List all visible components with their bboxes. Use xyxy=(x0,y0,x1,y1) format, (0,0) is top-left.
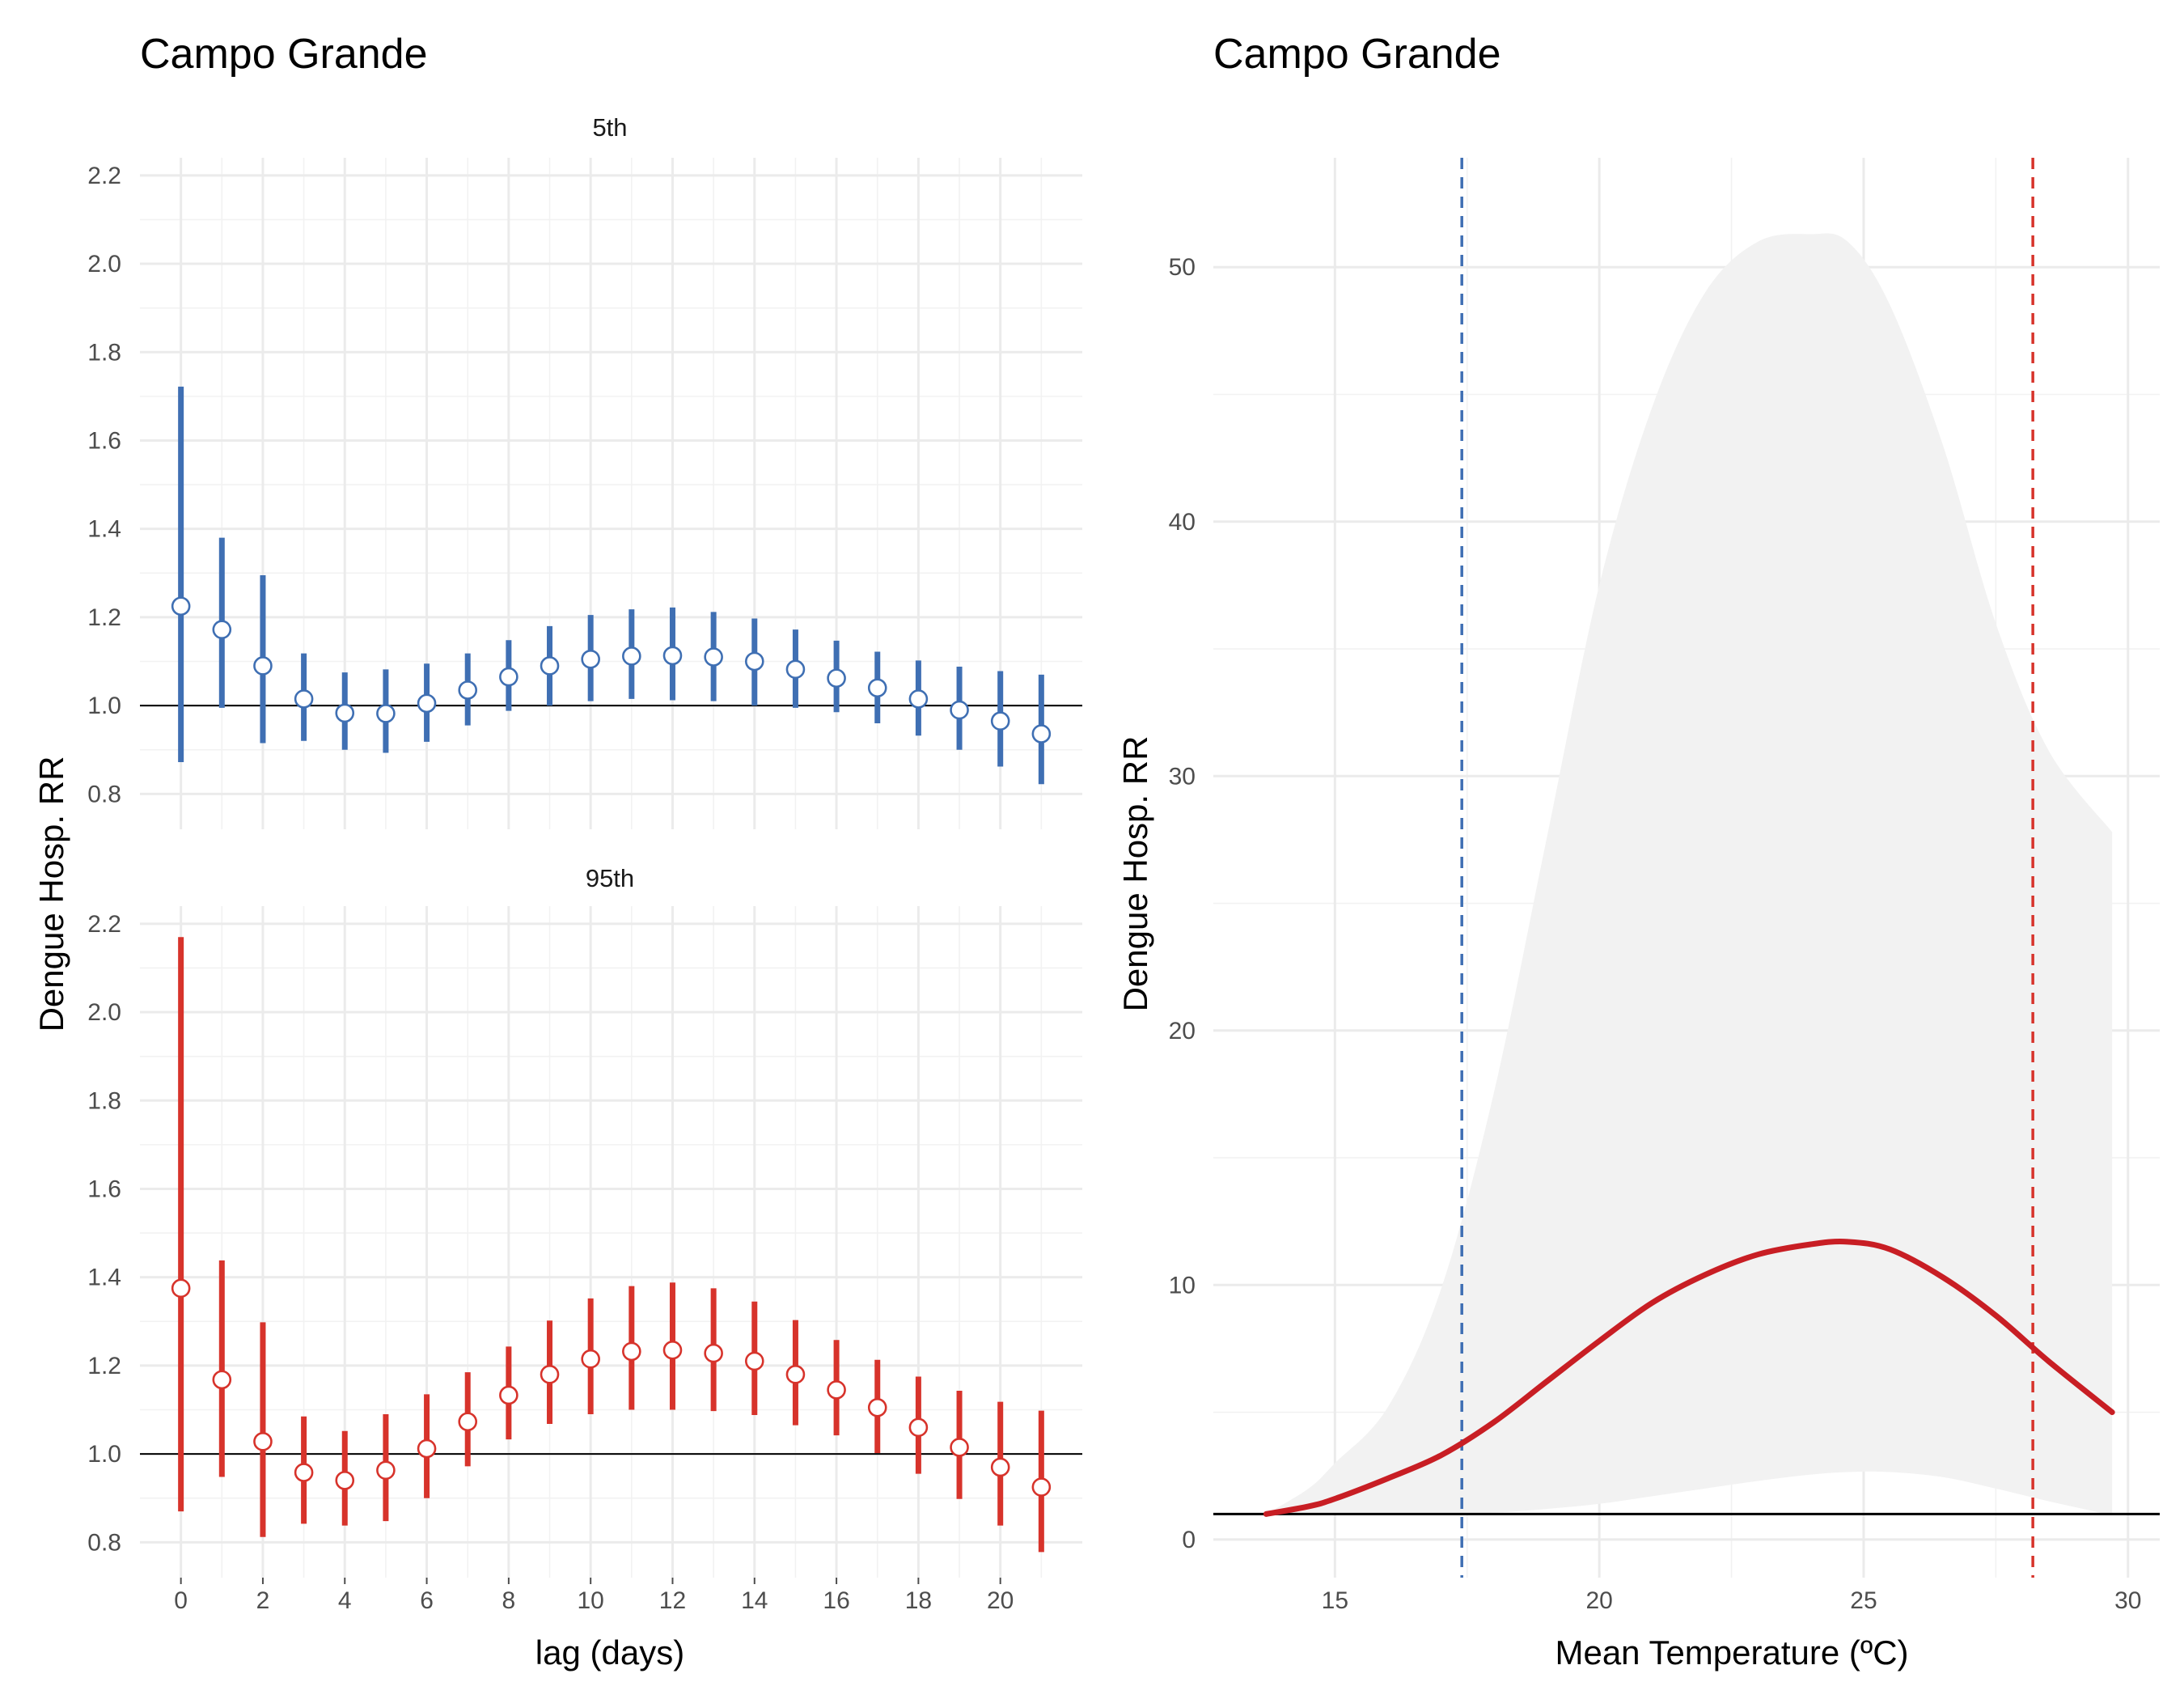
point-estimate xyxy=(294,689,314,709)
point-estimate xyxy=(540,656,560,676)
point-estimate xyxy=(294,1463,314,1482)
y-tick-label: 1.0 xyxy=(87,1441,121,1468)
temperature-response-panel: 0 10 20 30 40 50 15 20 25 30 xyxy=(1169,158,2160,1614)
point-estimate xyxy=(867,1397,887,1417)
point-estimate xyxy=(744,651,764,672)
point-estimate xyxy=(622,646,641,666)
x-tick-label: 16 xyxy=(823,1587,849,1614)
point-estimate xyxy=(376,1460,396,1481)
x-tick-label: 6 xyxy=(420,1587,434,1614)
left-x-axis-label: lag (days) xyxy=(535,1633,684,1671)
panel-5th: 0.8 1.0 1.2 1.4 1.6 1.8 2.0 2.2 xyxy=(87,158,1082,829)
y-tick-label: 0.8 xyxy=(87,781,121,807)
y-tick-label: 1.8 xyxy=(87,1087,121,1114)
panel-95th-strip-label: 95th xyxy=(586,864,634,892)
x-tick-label: 20 xyxy=(1585,1587,1612,1614)
y-tick-label: 40 xyxy=(1169,509,1196,536)
point-estimate xyxy=(458,1412,478,1432)
x-tick-label: 20 xyxy=(987,1587,1014,1614)
point-estimate xyxy=(499,667,518,687)
point-estimate xyxy=(581,649,600,669)
point-estimate xyxy=(171,596,191,616)
point-estimate xyxy=(212,1370,232,1390)
y-tick-label: 1.8 xyxy=(87,339,121,366)
y-tick-label: 2.2 xyxy=(87,911,121,938)
y-tick-label: 2.0 xyxy=(87,251,121,278)
point-estimate xyxy=(950,700,969,720)
y-tick-label: 0.8 xyxy=(87,1529,121,1556)
x-tick-label: 14 xyxy=(741,1587,768,1614)
y-tick-label: 30 xyxy=(1169,763,1196,790)
point-estimate xyxy=(458,680,478,700)
y-tick-label: 50 xyxy=(1169,254,1196,281)
y-tick-label: 1.4 xyxy=(87,1265,121,1291)
point-estimate xyxy=(376,704,396,723)
y-tick-label: 0 xyxy=(1182,1527,1196,1553)
y-tick-label: 1.2 xyxy=(87,1353,121,1379)
point-estimate xyxy=(704,1343,723,1363)
point-estimate xyxy=(1031,1477,1052,1497)
x-tick-label: 4 xyxy=(338,1587,352,1614)
panel-5th-strip-label: 5th xyxy=(592,113,627,142)
y-tick-label: 1.6 xyxy=(87,1176,121,1202)
right-chart-title: Campo Grande xyxy=(1213,31,1501,78)
point-estimate xyxy=(417,1438,437,1459)
y-tick-label: 1.4 xyxy=(87,516,121,543)
x-tick-label: 18 xyxy=(905,1587,932,1614)
y-tick-label: 1.2 xyxy=(87,604,121,631)
left-x-tick-labels: 0 2 4 6 8 10 12 14 16 18 20 xyxy=(174,1578,1014,1614)
point-estimate xyxy=(417,693,437,714)
x-tick-label: 15 xyxy=(1322,1587,1348,1614)
y-tick-label: 1.6 xyxy=(87,427,121,454)
point-estimate xyxy=(171,1278,191,1299)
confidence-band xyxy=(1266,233,2113,1515)
y-tick-label: 2.0 xyxy=(87,999,121,1026)
x-tick-label: 0 xyxy=(174,1587,188,1614)
left-y-axis-label: Dengue Hosp. RR xyxy=(32,756,70,1032)
point-estimate xyxy=(581,1349,600,1369)
point-estimate xyxy=(253,1432,273,1451)
point-estimate xyxy=(744,1351,764,1371)
point-estimate xyxy=(662,646,683,666)
point-estimate xyxy=(335,703,355,723)
point-estimate xyxy=(540,1365,560,1384)
right-x-axis-label: Mean Temperature (ºC) xyxy=(1555,1633,1908,1671)
point-estimate xyxy=(908,689,929,709)
point-estimate xyxy=(867,678,887,698)
x-tick-label: 12 xyxy=(659,1587,686,1614)
point-estimate xyxy=(212,620,232,639)
point-estimate xyxy=(1031,724,1052,744)
point-estimate xyxy=(622,1341,641,1362)
x-tick-label: 2 xyxy=(256,1587,270,1614)
point-estimate xyxy=(499,1385,518,1405)
point-estimate xyxy=(827,1380,846,1400)
point-estimate xyxy=(662,1340,683,1360)
y-tick-label: 20 xyxy=(1169,1018,1196,1044)
point-estimate xyxy=(253,656,273,676)
point-estimate xyxy=(704,647,723,667)
x-tick-label: 25 xyxy=(1850,1587,1877,1614)
panel-95th: 0.8 1.0 1.2 1.4 1.6 1.8 2.0 2.2 xyxy=(87,906,1082,1578)
point-estimate xyxy=(827,668,846,688)
point-estimate xyxy=(785,659,806,680)
left-chart-title: Campo Grande xyxy=(140,31,428,78)
point-estimate xyxy=(908,1417,929,1438)
y-tick-label: 1.0 xyxy=(87,693,121,719)
right-y-axis-label: Dengue Hosp. RR xyxy=(1116,736,1154,1012)
y-tick-label: 2.2 xyxy=(87,163,121,189)
point-estimate xyxy=(990,711,1010,731)
point-estimate xyxy=(950,1438,969,1457)
rr-curve xyxy=(1263,1239,2115,1517)
point-estimate xyxy=(785,1365,806,1384)
x-tick-label: 8 xyxy=(502,1587,516,1614)
point-estimate xyxy=(335,1471,355,1490)
point-estimate xyxy=(990,1457,1010,1477)
x-tick-label: 30 xyxy=(2114,1587,2141,1614)
x-tick-label: 10 xyxy=(577,1587,603,1614)
y-tick-label: 10 xyxy=(1169,1272,1196,1299)
